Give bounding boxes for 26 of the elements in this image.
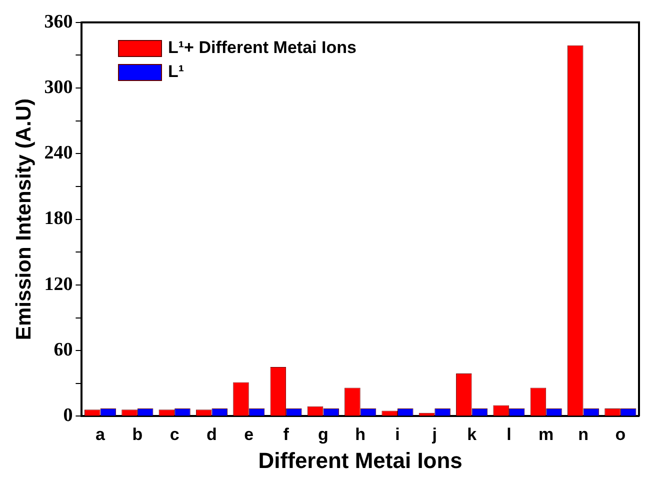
x-tick-label: o xyxy=(615,425,626,444)
x-tick-label: k xyxy=(467,425,478,444)
x-tick-label: c xyxy=(170,425,180,444)
x-tick-label: h xyxy=(355,425,366,444)
x-axis-title: Different Metai Ions xyxy=(258,448,462,473)
y-tick-label: 360 xyxy=(44,11,73,32)
y-tick-label: 240 xyxy=(44,142,73,164)
y-tick-label: 300 xyxy=(44,76,73,98)
x-tick-label: b xyxy=(132,425,143,444)
legend-label: L¹+ Different Metai Ions xyxy=(168,38,356,58)
x-tick-label: a xyxy=(96,425,106,444)
legend-label: L¹ xyxy=(168,62,184,82)
x-tick-label: n xyxy=(578,425,588,444)
x-tick-label: e xyxy=(244,425,254,444)
x-tick-label: m xyxy=(538,425,554,444)
x-tick-label: l xyxy=(506,425,512,444)
y-tick-label: 60 xyxy=(54,339,73,360)
y-tick-label: 180 xyxy=(44,208,73,230)
x-tick-label: j xyxy=(431,425,438,444)
x-tick-label: f xyxy=(283,425,290,444)
y-axis-title: Emission Intensity (A.U) xyxy=(12,98,36,340)
x-tick-label: d xyxy=(206,425,217,444)
y-tick-label: 120 xyxy=(44,274,73,295)
x-tick-label: g xyxy=(318,425,328,444)
y-tick-label: 0 xyxy=(63,405,73,426)
x-tick-label: i xyxy=(395,425,400,444)
